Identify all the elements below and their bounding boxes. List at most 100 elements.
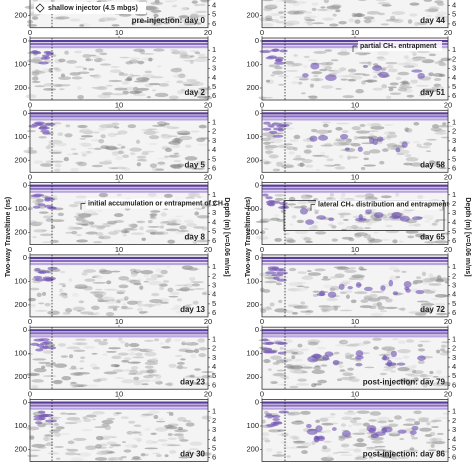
texture — [383, 124, 394, 126]
texture — [105, 350, 117, 353]
purple-reflector — [33, 275, 43, 279]
texture — [108, 347, 121, 350]
texture — [177, 19, 188, 22]
ch4-reflector — [316, 215, 327, 220]
texture — [315, 419, 320, 423]
purple-reflector — [267, 350, 278, 354]
texture — [403, 65, 415, 68]
texture — [438, 384, 449, 387]
texture — [177, 132, 191, 136]
texture — [266, 3, 278, 8]
depth-tick-label: 4 — [212, 145, 216, 154]
y-tick-label: 0 — [23, 397, 27, 406]
texture — [122, 90, 129, 95]
texture — [284, 60, 295, 65]
texture — [387, 70, 398, 73]
texture — [405, 157, 419, 162]
texture — [152, 18, 164, 23]
depth-tick-label: 6 — [212, 236, 216, 245]
texture — [380, 66, 388, 70]
texture — [436, 450, 450, 453]
injector-label-bg — [34, 2, 146, 14]
texture — [127, 124, 137, 129]
texture — [194, 51, 201, 55]
texture — [430, 298, 439, 301]
texture — [74, 65, 84, 69]
surface-band — [30, 184, 208, 187]
texture — [292, 436, 300, 441]
texture — [95, 451, 109, 455]
ch4-reflector — [317, 435, 326, 442]
texture — [390, 457, 399, 460]
texture — [104, 300, 119, 305]
texture — [416, 50, 431, 54]
texture — [341, 236, 354, 240]
texture — [70, 148, 77, 151]
texture — [84, 278, 96, 282]
texture — [364, 79, 378, 83]
texture — [330, 4, 342, 9]
texture — [335, 127, 343, 131]
texture — [76, 239, 88, 243]
texture — [31, 70, 46, 74]
texture — [293, 134, 301, 140]
texture — [163, 193, 173, 198]
texture — [108, 231, 119, 236]
texture — [372, 87, 384, 91]
texture — [193, 226, 205, 229]
texture — [312, 224, 318, 229]
texture — [92, 378, 102, 383]
ch4-reflector — [395, 147, 401, 153]
purple-reflector — [44, 196, 52, 200]
texture — [275, 21, 287, 24]
ch4-reflector — [365, 208, 372, 214]
texture — [345, 294, 350, 299]
texture — [406, 382, 412, 387]
texture — [419, 308, 434, 314]
texture — [153, 13, 159, 18]
x-tick-label: 0 — [28, 317, 32, 326]
texture — [370, 290, 385, 293]
texture — [302, 442, 312, 447]
texture — [283, 349, 295, 354]
texture — [333, 141, 347, 147]
texture — [183, 283, 193, 288]
texture — [349, 156, 359, 159]
texture — [439, 348, 446, 352]
texture — [146, 369, 155, 374]
ch4-reflector — [381, 427, 388, 434]
texture — [102, 353, 108, 356]
depth-tick-label: 5 — [452, 10, 456, 19]
ch4-reflector — [417, 355, 426, 361]
texture — [295, 383, 310, 386]
texture — [411, 437, 419, 440]
texture — [302, 64, 308, 68]
ch4-reflector — [362, 64, 369, 68]
texture — [368, 132, 374, 136]
surface-band — [262, 332, 448, 335]
texture — [167, 239, 176, 244]
texture — [117, 150, 124, 155]
texture — [292, 157, 306, 161]
texture — [157, 65, 162, 68]
texture — [380, 195, 392, 199]
texture — [174, 50, 188, 54]
texture — [31, 80, 41, 83]
ch4-reflector — [370, 433, 380, 439]
texture — [147, 192, 157, 197]
texture — [83, 269, 97, 273]
texture — [141, 237, 146, 241]
texture — [397, 62, 409, 66]
texture — [183, 84, 193, 86]
texture — [436, 2, 445, 7]
texture — [434, 132, 447, 135]
texture — [142, 150, 155, 153]
texture — [377, 51, 390, 56]
surface-band — [30, 190, 208, 193]
depth-tick-label: 5 — [212, 299, 216, 308]
texture — [76, 342, 88, 346]
texture — [112, 93, 125, 96]
texture — [174, 355, 183, 357]
surface-band — [30, 187, 208, 190]
depth-tick-label: 3 — [212, 64, 216, 73]
